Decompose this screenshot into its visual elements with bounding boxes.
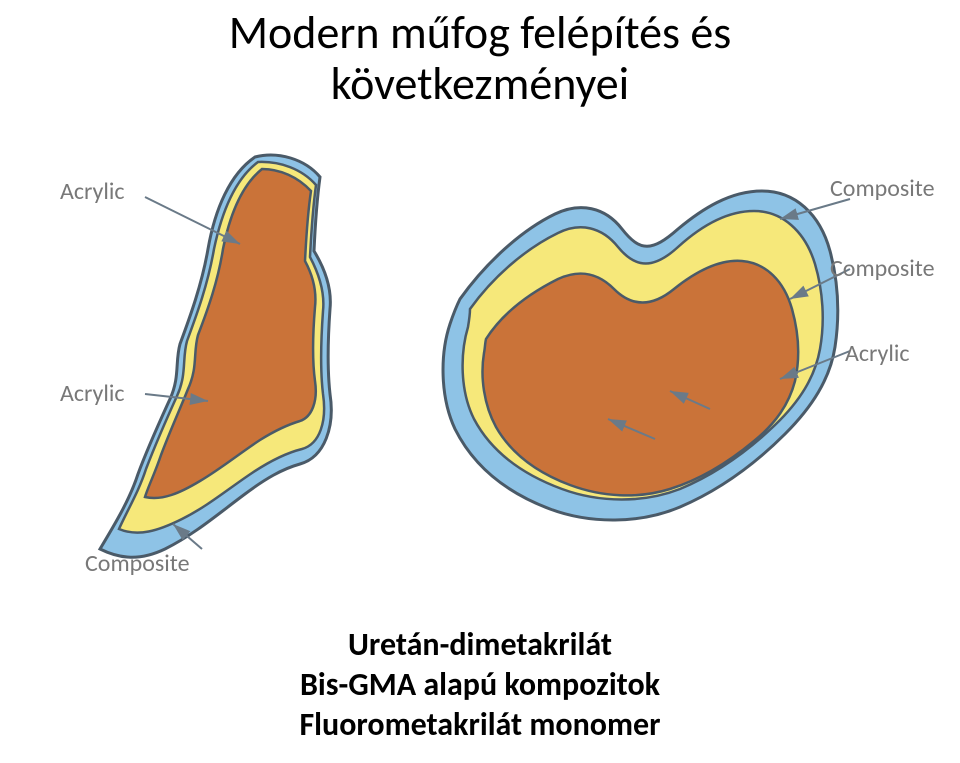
title-line-1: Modern műfog felépítés és bbox=[229, 5, 732, 61]
title-line-2: következményei bbox=[331, 56, 629, 112]
right-tooth bbox=[443, 191, 850, 520]
bottom-line-3: Fluorometakrilát monomer bbox=[299, 705, 660, 744]
label-right-top: Composite bbox=[830, 174, 935, 203]
bottom-line-2: Bis-GMA alapú kompozitok bbox=[300, 665, 660, 704]
label-left-mid: Acrylic bbox=[60, 379, 125, 408]
label-left-top: Acrylic bbox=[60, 177, 125, 206]
left-tooth bbox=[100, 155, 331, 557]
label-left-bottom: Composite bbox=[85, 549, 190, 578]
label-right-mid: Composite bbox=[830, 254, 935, 283]
page-title: Modern műfog felépítés és következményei bbox=[0, 0, 960, 109]
bottom-line-1: Uretán-dimetakrilát bbox=[348, 625, 612, 664]
tooth-diagram: Acrylic Acrylic Composite Composite Comp… bbox=[30, 129, 930, 599]
bottom-text: Uretán-dimetakrilát Bis-GMA alapú kompoz… bbox=[0, 625, 960, 745]
label-right-bottom: Acrylic bbox=[845, 339, 910, 368]
